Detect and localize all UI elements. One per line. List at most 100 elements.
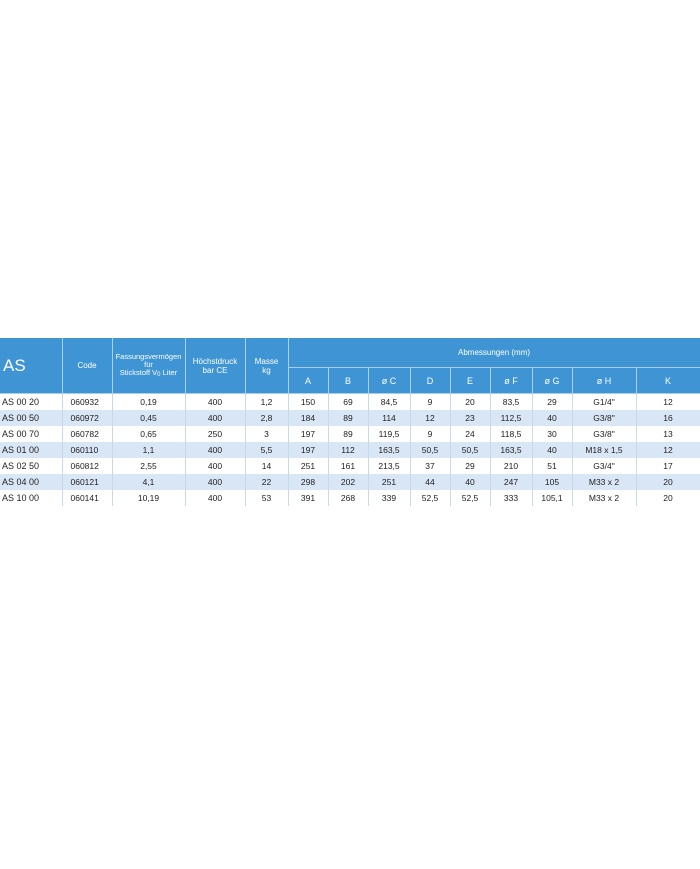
cell-e: 50,5: [450, 442, 491, 458]
table-row: AS 00 70 060782 0,65 250 3 197 89 119,5 9 24 118,5…: [0, 426, 700, 442]
capacity-header: Fassungsvermögen für Stickstoff V0 Liter: [112, 338, 186, 394]
cell-b: 161: [328, 458, 369, 474]
cell-c: 251: [368, 474, 411, 490]
cell-h: G3/8": [572, 410, 637, 426]
cell-h: M33 x 2: [572, 474, 637, 490]
capacity-header-line2: für: [144, 359, 153, 369]
product-spec-table: AS Code Fassungsvermögen für Stickstoff …: [0, 338, 700, 506]
cell-g: 40: [532, 442, 573, 458]
cell-k: 17: [636, 458, 700, 474]
cell-g: 30: [532, 426, 573, 442]
cell-k: 16: [636, 410, 700, 426]
cell-f: 210: [490, 458, 533, 474]
cell-f: 118,5: [490, 426, 533, 442]
cell-b: 89: [328, 410, 369, 426]
table-row: AS 00 20 060932 0,19 400 1,2 150 69 84,5 9 20 83,5…: [0, 393, 700, 410]
cell-h: G3/8": [572, 426, 637, 442]
capacity-header-line3: Stickstoff V0 Liter: [113, 367, 185, 379]
cell-capacity: 2,55: [112, 458, 186, 474]
dim-header-d: D: [410, 367, 451, 394]
cell-pressure: 400: [185, 458, 246, 474]
cell-f: 163,5: [490, 442, 533, 458]
cell-e: 29: [450, 458, 491, 474]
cell-capacity: 0,19: [112, 393, 186, 410]
cell-a: 197: [288, 426, 329, 442]
cell-mass: 22: [245, 474, 289, 490]
cell-h: M33 x 2: [572, 490, 637, 506]
cell-k: 20: [636, 474, 700, 490]
cell-h: G3/4": [572, 458, 637, 474]
cell-code: 060932: [62, 393, 113, 410]
dim-header-k: K: [636, 367, 700, 394]
cell-c: 119,5: [368, 426, 411, 442]
cell-d: 9: [410, 426, 451, 442]
mass-header-line1: Masse: [254, 356, 279, 366]
dim-header-h: ø H: [572, 367, 637, 394]
cell-c: 213,5: [368, 458, 411, 474]
cell-k: 12: [636, 393, 700, 410]
dim-header-c: ø C: [368, 367, 411, 394]
cell-model: AS 00 70: [0, 426, 63, 442]
pressure-header: Höchstdruck bar CE: [185, 338, 246, 394]
cell-a: 150: [288, 393, 329, 410]
cell-c: 339: [368, 490, 411, 506]
cell-e: 20: [450, 393, 491, 410]
dim-header-e: E: [450, 367, 491, 394]
cell-d: 44: [410, 474, 451, 490]
cell-mass: 14: [245, 458, 289, 474]
cell-d: 37: [410, 458, 451, 474]
pressure-header-line1: Höchstdruck: [192, 356, 238, 366]
mass-header-line2: kg: [262, 365, 271, 375]
capacity-header-sub: 0: [157, 371, 161, 378]
cell-pressure: 400: [185, 442, 246, 458]
cell-d: 12: [410, 410, 451, 426]
cell-k: 12: [636, 442, 700, 458]
cell-e: 23: [450, 410, 491, 426]
dim-header-g: ø G: [532, 367, 573, 394]
cell-model: AS 01 00: [0, 442, 63, 458]
series-header: AS: [0, 338, 63, 394]
cell-capacity: 1,1: [112, 442, 186, 458]
cell-g: 105,1: [532, 490, 573, 506]
dimensions-header: Abmessungen (mm): [288, 338, 700, 368]
cell-code: 060121: [62, 474, 113, 490]
cell-capacity: 10,19: [112, 490, 186, 506]
cell-b: 112: [328, 442, 369, 458]
cell-mass: 5,5: [245, 442, 289, 458]
cell-code: 060141: [62, 490, 113, 506]
cell-h: M18 x 1,5: [572, 442, 637, 458]
cell-mass: 3: [245, 426, 289, 442]
cell-mass: 1,2: [245, 393, 289, 410]
cell-g: 51: [532, 458, 573, 474]
cell-b: 69: [328, 393, 369, 410]
cell-model: AS 04 00: [0, 474, 63, 490]
code-header: Code: [62, 338, 113, 394]
cell-f: 83,5: [490, 393, 533, 410]
cell-capacity: 4,1: [112, 474, 186, 490]
cell-mass: 53: [245, 490, 289, 506]
cell-a: 184: [288, 410, 329, 426]
cell-capacity: 0,45: [112, 410, 186, 426]
cell-e: 40: [450, 474, 491, 490]
cell-a: 251: [288, 458, 329, 474]
cell-f: 333: [490, 490, 533, 506]
mass-header: Masse kg: [245, 338, 289, 394]
cell-c: 84,5: [368, 393, 411, 410]
cell-g: 40: [532, 410, 573, 426]
cell-mass: 2,8: [245, 410, 289, 426]
cell-k: 20: [636, 490, 700, 506]
cell-e: 24: [450, 426, 491, 442]
cell-model: AS 02 50: [0, 458, 63, 474]
cell-b: 202: [328, 474, 369, 490]
cell-code: 060782: [62, 426, 113, 442]
cell-a: 391: [288, 490, 329, 506]
cell-pressure: 250: [185, 426, 246, 442]
cell-f: 112,5: [490, 410, 533, 426]
capacity-header-unit: Liter: [160, 367, 178, 377]
cell-model: AS 00 50: [0, 410, 63, 426]
cell-g: 29: [532, 393, 573, 410]
cell-pressure: 400: [185, 474, 246, 490]
cell-h: G1/4": [572, 393, 637, 410]
table-row: AS 02 50 060812 2,55 400 14 251 161 213,5 37 29 21…: [0, 458, 700, 474]
capacity-header-nitrogen: Stickstoff V: [119, 367, 158, 377]
